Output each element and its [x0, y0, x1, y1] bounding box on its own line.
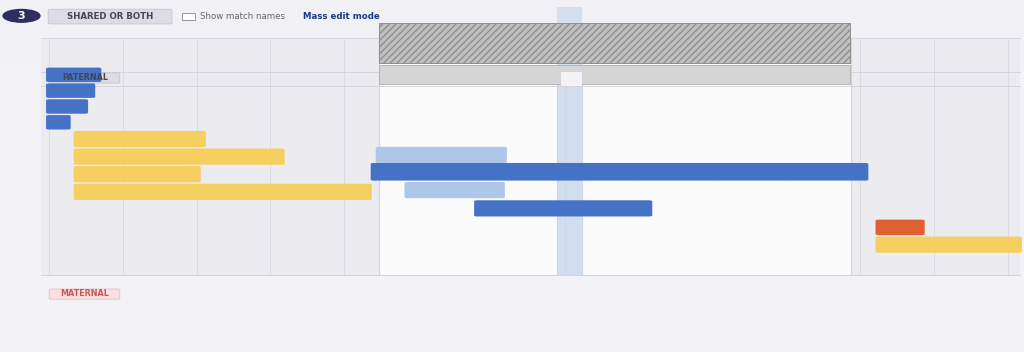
FancyBboxPatch shape: [74, 184, 372, 200]
FancyBboxPatch shape: [876, 237, 1022, 253]
FancyBboxPatch shape: [376, 147, 507, 163]
Text: 3: 3: [17, 11, 26, 21]
FancyBboxPatch shape: [74, 166, 201, 182]
Bar: [0, 0, 1024, 63]
Bar: [379, 23, 850, 63]
FancyBboxPatch shape: [49, 73, 120, 83]
Bar: [182, 13, 195, 20]
FancyBboxPatch shape: [46, 83, 95, 98]
FancyBboxPatch shape: [74, 149, 285, 165]
Bar: [41, 72, 1020, 275]
Circle shape: [3, 10, 40, 22]
FancyBboxPatch shape: [46, 115, 71, 130]
Bar: [582, 39, 851, 275]
FancyBboxPatch shape: [46, 68, 101, 82]
Text: Mass edit mode: Mass edit mode: [303, 12, 380, 21]
Text: PATERNAL: PATERNAL: [62, 73, 108, 82]
Bar: [41, 39, 1020, 86]
FancyBboxPatch shape: [876, 220, 925, 235]
FancyBboxPatch shape: [74, 131, 206, 147]
FancyBboxPatch shape: [371, 163, 868, 181]
Bar: [561, 72, 582, 86]
FancyBboxPatch shape: [474, 200, 652, 216]
Bar: [379, 39, 557, 275]
FancyBboxPatch shape: [49, 289, 120, 299]
Bar: [557, 7, 582, 275]
Bar: [379, 65, 850, 84]
FancyBboxPatch shape: [46, 99, 88, 114]
Text: MATERNAL: MATERNAL: [60, 289, 110, 298]
Text: Show match names: Show match names: [200, 12, 285, 21]
FancyBboxPatch shape: [404, 182, 505, 198]
FancyBboxPatch shape: [48, 9, 172, 24]
Text: SHARED OR BOTH: SHARED OR BOTH: [68, 12, 154, 21]
